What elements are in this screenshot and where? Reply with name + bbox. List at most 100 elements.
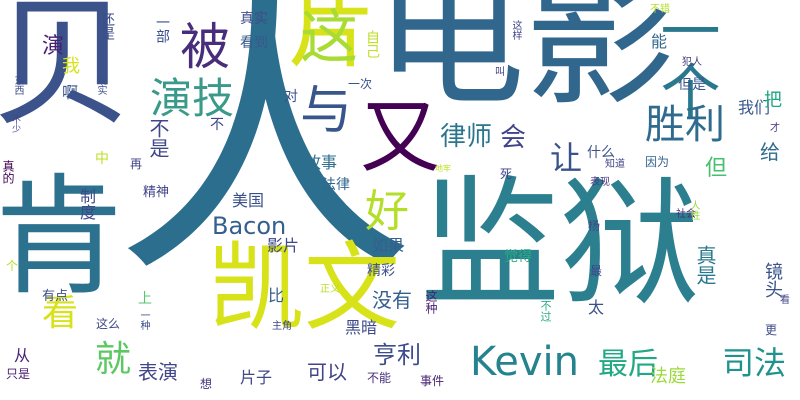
word-xianshi: 现实: [95, 75, 106, 95]
word-wo: 我: [62, 56, 80, 77]
word-zhende: 真的: [1, 160, 15, 184]
word-jianyu: 监狱: [420, 163, 701, 326]
word-hui: 会: [500, 123, 527, 153]
word-zhidao: 知道: [605, 159, 625, 170]
word-lvshi: 律师: [440, 122, 493, 152]
word-pian: 片: [288, 0, 377, 80]
word-juede: 觉得: [504, 249, 532, 265]
word-shehui: 社会: [676, 209, 696, 220]
word-kan2: 看: [780, 295, 790, 306]
word-dan: 但: [705, 156, 728, 181]
word-shenme: 什么: [587, 145, 615, 161]
word-geng: 更: [765, 323, 778, 337]
word-yanji: 演技: [150, 74, 235, 123]
word-bi: 比: [268, 286, 285, 305]
word-zai: 再: [130, 157, 143, 171]
word-zhujiao: 主角: [272, 321, 292, 332]
word-xiang: 想: [200, 377, 213, 391]
word-heian: 黑暗: [345, 318, 378, 337]
word-yan: 演: [42, 34, 65, 59]
word-sifa: 司法: [722, 344, 787, 382]
word-dongxi: 东西: [12, 75, 23, 95]
word-zhezhong: 这种: [424, 290, 438, 314]
word-zui: 最: [590, 264, 603, 278]
word-tai: 太: [588, 298, 605, 317]
word-jingcai: 精彩: [367, 263, 395, 279]
word-cai: 才: [770, 123, 780, 134]
word-gushi: 故事: [305, 153, 338, 172]
word-keyi: 可以: [307, 360, 347, 384]
word-ren: 人: [115, 0, 415, 314]
word-dianying: 电影: [375, 0, 676, 127]
word-bei: 贝: [0, 0, 133, 146]
word-fating: 法庭: [650, 366, 686, 387]
word-si: 死: [500, 167, 513, 181]
word-yici: 一次: [348, 77, 373, 91]
word-women: 我们: [738, 98, 771, 117]
word-ge: 个: [6, 259, 19, 273]
word-yinwei: 因为: [645, 155, 670, 169]
word-jingtou: 镜头: [762, 262, 783, 298]
word-kevin: Kevin: [470, 339, 579, 385]
word-ziji: 自己: [364, 30, 380, 58]
word-shengli: 胜利: [645, 102, 725, 148]
word-yibu: 一部: [154, 15, 170, 43]
word-renxing: 人性: [688, 200, 699, 220]
word-zhong: 中: [95, 151, 109, 167]
word-cong: 从: [14, 346, 31, 365]
word-bei2: 被: [180, 18, 230, 76]
word-gei: 给: [760, 140, 780, 164]
word-biaoyan: 表演: [138, 360, 178, 384]
word-bushi: 不是: [146, 118, 170, 158]
word-buguo: 不过: [539, 300, 552, 322]
word-falv: 法律: [322, 177, 350, 193]
word-rang: 让: [550, 139, 583, 177]
word-jiu: 就: [95, 339, 132, 380]
word-pianzi: 片子: [240, 368, 273, 387]
word-kan: 看: [42, 293, 79, 334]
word-danshi: 但是: [678, 77, 706, 93]
word-you: 又: [360, 91, 440, 184]
word-shijian: 事件: [420, 374, 445, 388]
word-zheyang: 这样: [510, 20, 521, 40]
word-yang: 杨: [588, 219, 601, 233]
word-meiyou: 没有: [372, 288, 412, 312]
word-bucuo: 不错: [650, 4, 670, 15]
word-bu: 不: [210, 117, 224, 133]
word-zhenshi: 真是: [693, 245, 717, 285]
word-ruguo: 如果: [372, 236, 405, 255]
word-yingpian: 影片: [267, 236, 300, 255]
word-a: 啊: [62, 83, 79, 102]
word-ken: 肯: [0, 161, 125, 313]
word-zhe: 这: [300, 3, 359, 71]
word-buneng: 不能: [367, 371, 392, 385]
word-neng: 能: [651, 32, 668, 51]
word-kandao: 看到: [240, 35, 268, 51]
word-zuihou: 最后: [598, 347, 658, 382]
word-hao: 好: [365, 186, 409, 237]
word-yu: 与: [300, 81, 353, 141]
word-zhenshi2: 真实: [240, 11, 268, 27]
word-dilao: 地牢: [435, 164, 451, 173]
word-zheme: 这么: [96, 317, 121, 331]
word-jiao: 叫: [495, 67, 505, 78]
word-zhishi: 只是: [6, 367, 31, 381]
word-yizhong: 一种: [138, 310, 149, 330]
word-zhengyi: 正义: [320, 284, 340, 295]
word-haishi: 还是: [99, 12, 115, 40]
word-kaiwen: 凯文: [208, 232, 400, 344]
word-hengli: 亨利: [373, 341, 421, 369]
word-meiguo: 美国: [232, 191, 265, 210]
word-zhidu: 制度: [77, 188, 96, 220]
word-yige: 一个: [650, 0, 720, 120]
word-youdian: 有点: [42, 289, 69, 304]
word-dui: 对: [284, 89, 298, 105]
word-fanren: 犯人: [682, 57, 702, 68]
word-shang: 上: [138, 291, 152, 307]
word-jingshen: 精神: [143, 185, 170, 200]
word-bushao: 不少: [10, 115, 20, 133]
word-biaoxian: 表现: [590, 177, 610, 188]
word-ba: 把: [764, 90, 782, 111]
word-bacon: Bacon: [212, 212, 287, 240]
